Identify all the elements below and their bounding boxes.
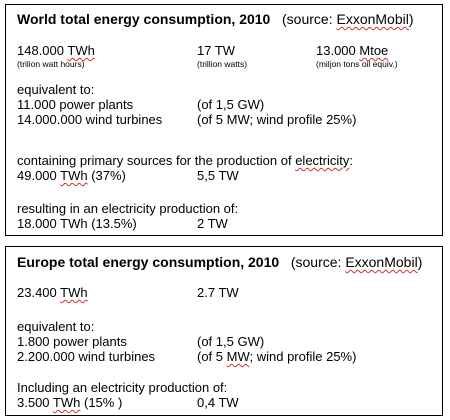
europe-including-percent: (15% ) [80, 395, 123, 410]
world-wind-turbines: 14.000.000 wind turbines [17, 112, 163, 127]
europe-wind-note-b: ; wind profile 25%) [249, 349, 357, 364]
europe-including-number: 3.500 [17, 395, 53, 410]
europe-including-tw: 0,4 TW [197, 395, 239, 410]
world-power-plants: 11.000 power plants [17, 97, 134, 112]
world-primary-number: 49.000 [17, 168, 61, 183]
world-primary-label: containing primary sources for the produ… [17, 153, 353, 168]
world-primary-label-a: containing primary sources for the produ… [17, 153, 296, 168]
world-title-text: World total energy consumption, 2010 [17, 11, 271, 27]
world-mtoe-note: (miljon tons oil equiv.) [316, 59, 398, 69]
europe-wind-note-a: (of 5 [197, 349, 227, 364]
world-mtoe-number: 13.000 [316, 43, 360, 58]
europe-wind-turbines: 2.200.000 wind turbines [17, 349, 156, 364]
world-consumption-box: World total energy consumption, 2010 (so… [5, 4, 443, 236]
world-source-prefix: (source: [282, 11, 337, 27]
europe-title: Europe total energy consumption, 2010 (s… [17, 255, 422, 270]
europe-source-prefix: (source: [290, 254, 346, 270]
europe-including-label: Including an electricity production of: [17, 380, 228, 395]
europe-source-suffix: ) [417, 254, 423, 270]
world-result-label: resulting in an electricity production o… [17, 201, 239, 216]
world-primary-label-c: : [349, 153, 354, 168]
world-primary-percent: (37%) [87, 168, 126, 183]
world-title: World total energy consumption, 2010 (so… [17, 12, 414, 27]
world-source-name: ExxonMobil [336, 11, 409, 27]
world-twh-note: (trilion watt hours) [17, 59, 85, 69]
world-twh-value: 148.000 TWh [17, 43, 95, 58]
europe-including-value: 3.500 TWh (15% ) [17, 395, 122, 410]
europe-power-plants: 1.800 power plants [17, 334, 127, 349]
europe-power-plants-note: (of 1,5 GW) [197, 334, 265, 349]
europe-including-unit: TWh [52, 395, 81, 410]
world-result-tw: 2 TW [197, 216, 228, 231]
world-result-value: 18.000 TWh (13.5%) [17, 216, 137, 231]
world-source-suffix: ) [408, 11, 414, 27]
europe-equivalent-label: equivalent to: [17, 319, 95, 334]
world-equivalent-label: equivalent to: [17, 82, 95, 97]
europe-tw-value: 2.7 TW [197, 285, 239, 300]
world-primary-value: 49.000 TWh (37%) [17, 168, 126, 183]
world-source: (source: ExxonMobil) [274, 11, 414, 27]
europe-consumption-box: Europe total energy consumption, 2010 (s… [5, 246, 443, 416]
europe-source-name: ExxonMobil [345, 254, 418, 270]
world-mtoe-value: 13.000 Mtoe [316, 43, 388, 58]
europe-twh-value: 23.400 TWh [17, 285, 88, 300]
world-primary-unit: TWh [60, 168, 88, 183]
europe-twh-unit: TWh [60, 285, 88, 300]
world-twh-number: 148.000 [17, 43, 68, 58]
world-primary-label-b: electricity [295, 153, 350, 168]
world-tw-value: 17 TW [197, 43, 236, 58]
world-power-plants-note: (of 1,5 GW) [197, 97, 265, 112]
europe-source: (source: ExxonMobil) [283, 254, 423, 270]
world-mtoe-unit: Mtoe [359, 43, 389, 58]
world-twh-unit: TWh [67, 43, 95, 58]
world-primary-tw: 5,5 TW [197, 168, 239, 183]
europe-twh-number: 23.400 [17, 285, 61, 300]
world-tw-note: (trillion watts) [197, 59, 248, 69]
europe-wind-turbines-note: (of 5 MW; wind profile 25%) [197, 349, 356, 364]
europe-wind-note-unit: MW [226, 349, 250, 364]
world-wind-turbines-note: (of 5 MW; wind profile 25%) [197, 112, 357, 127]
europe-title-text: Europe total energy consumption, 2010 [17, 254, 280, 270]
